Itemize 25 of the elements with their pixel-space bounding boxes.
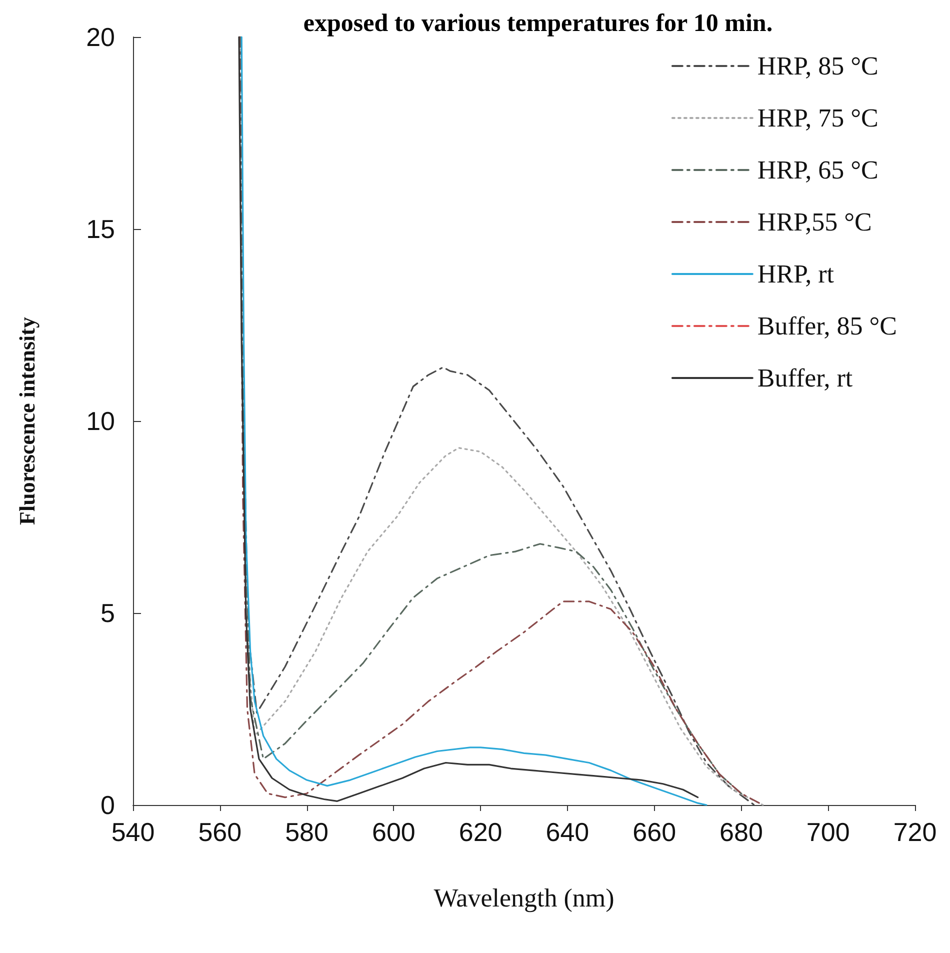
x-tick-label: 560 [198, 817, 242, 847]
y-tick-label: 20 [86, 22, 115, 52]
legend-label: HRP,55 °C [757, 208, 872, 236]
x-tick-label: 540 [111, 817, 155, 847]
y-tick-label: 15 [86, 214, 115, 244]
y-tick-label: 10 [86, 406, 115, 436]
legend-label: HRP, 65 °C [757, 156, 878, 184]
x-tick-label: 620 [458, 817, 502, 847]
legend-label: Buffer, 85 °C [757, 312, 898, 340]
y-tick-label: 0 [100, 790, 115, 820]
x-axis-title: Wavelength (nm) [434, 884, 614, 912]
legend-label: HRP, 75 °C [757, 104, 878, 132]
chart-title: exposed to various temperatures for 10 min. [303, 10, 773, 37]
y-tick-label: 5 [100, 598, 115, 628]
x-tick-label: 580 [285, 817, 328, 847]
x-tick-label: 680 [720, 817, 763, 847]
x-tick-label: 600 [372, 817, 416, 847]
x-tick-label: 660 [632, 817, 676, 847]
x-tick-label: 720 [893, 817, 937, 847]
legend-label: HRP, 85 °C [757, 52, 878, 80]
x-tick-label: 640 [546, 817, 590, 847]
x-tick-label: 700 [806, 817, 850, 847]
legend-label: Buffer, rt [757, 364, 854, 392]
y-axis-title: Fluorescence intensity [14, 317, 40, 525]
legend-label: HRP, rt [757, 260, 835, 288]
